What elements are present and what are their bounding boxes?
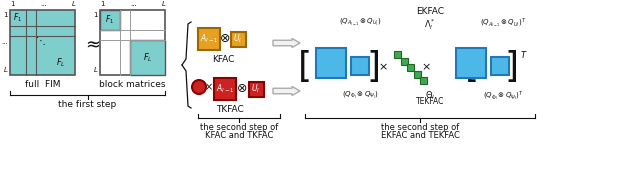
Text: KFAC: KFAC: [212, 55, 234, 64]
Text: $\otimes$: $\otimes$: [490, 58, 500, 68]
Text: $A_{l-1}$: $A_{l-1}$: [216, 83, 234, 95]
Bar: [10, 10, 75, 75]
Bar: [130, 40, 165, 75]
Text: $(Q_{A_{l-1}}\otimes Q_{U_l})^T$: $(Q_{A_{l-1}}\otimes Q_{U_l})^T$: [480, 17, 526, 30]
Bar: [249, 82, 264, 97]
Bar: [351, 57, 369, 75]
Text: TKFAC: TKFAC: [216, 105, 244, 114]
Bar: [100, 10, 120, 30]
Text: ...: ...: [40, 1, 47, 7]
Text: $F_1$: $F_1$: [106, 14, 115, 26]
Text: $\Theta_l$: $\Theta_l$: [425, 90, 435, 102]
Bar: [413, 70, 420, 78]
Text: L: L: [4, 67, 8, 73]
Text: 1: 1: [3, 12, 8, 18]
Text: $(Q_{\Phi_l}\otimes Q_{\Psi_l})$: $(Q_{\Phi_l}\otimes Q_{\Psi_l})$: [342, 90, 378, 101]
Text: $\rho$: $\rho$: [195, 81, 203, 93]
Text: full  FIM: full FIM: [25, 80, 60, 89]
Text: ...: ...: [1, 39, 8, 45]
Text: $A_{l-1}$: $A_{l-1}$: [200, 33, 218, 45]
Bar: [491, 57, 509, 75]
Text: TEKFAC: TEKFAC: [416, 97, 444, 106]
Text: $\times$: $\times$: [421, 62, 431, 72]
Bar: [401, 58, 408, 64]
Text: $U_l$: $U_l$: [252, 83, 260, 95]
Text: [: [: [465, 50, 479, 84]
Text: the second step of: the second step of: [381, 123, 459, 132]
Text: $\Lambda_l^*$: $\Lambda_l^*$: [424, 17, 436, 32]
Bar: [198, 28, 220, 50]
Text: $\otimes$: $\otimes$: [236, 82, 248, 96]
FancyArrow shape: [273, 39, 300, 47]
Text: $\approx$: $\approx$: [82, 34, 100, 52]
Bar: [214, 78, 236, 100]
Text: block matrices: block matrices: [99, 80, 166, 89]
Text: the second step of: the second step of: [200, 123, 278, 132]
Text: $\otimes$: $\otimes$: [220, 33, 230, 45]
Text: $(Q_{\Phi_l}\otimes Q_{\Psi_l})^T$: $(Q_{\Phi_l}\otimes Q_{\Psi_l})^T$: [483, 90, 524, 103]
Text: 1: 1: [93, 12, 98, 18]
Text: $F_1$: $F_1$: [13, 12, 22, 24]
Text: ]: ]: [505, 50, 519, 84]
Text: [: [: [298, 50, 312, 84]
Text: L: L: [162, 1, 166, 7]
Bar: [100, 10, 165, 75]
FancyArrow shape: [273, 87, 300, 96]
Text: EKFAC and TEKFAC: EKFAC and TEKFAC: [381, 131, 460, 140]
Text: ...: ...: [131, 1, 137, 7]
Text: $F_L$: $F_L$: [143, 51, 152, 64]
Text: $\ddots$: $\ddots$: [35, 34, 46, 47]
Bar: [394, 51, 401, 58]
Text: the first step: the first step: [58, 100, 116, 109]
Text: L: L: [94, 67, 98, 73]
Bar: [231, 32, 246, 47]
Text: $\times$: $\times$: [378, 62, 388, 72]
Bar: [420, 77, 427, 84]
Bar: [456, 48, 486, 78]
Bar: [407, 64, 414, 71]
Text: $T$: $T$: [520, 48, 527, 59]
Text: ]: ]: [366, 50, 380, 84]
Bar: [316, 48, 346, 78]
Text: $(Q_{A_{l-1}}\otimes Q_{U_l})$: $(Q_{A_{l-1}}\otimes Q_{U_l})$: [339, 17, 381, 28]
Text: $\times$: $\times$: [204, 82, 212, 92]
Text: 1: 1: [10, 1, 14, 7]
Text: $F_L$: $F_L$: [56, 57, 66, 69]
Text: KFAC and TKFAC: KFAC and TKFAC: [205, 131, 273, 140]
Text: ...: ...: [92, 39, 98, 45]
Text: 1: 1: [100, 1, 104, 7]
Text: L: L: [72, 1, 76, 7]
Text: EKFAC: EKFAC: [416, 7, 444, 16]
Circle shape: [192, 80, 206, 94]
Text: $U_l$: $U_l$: [234, 33, 243, 45]
Text: $\otimes$: $\otimes$: [350, 58, 360, 68]
